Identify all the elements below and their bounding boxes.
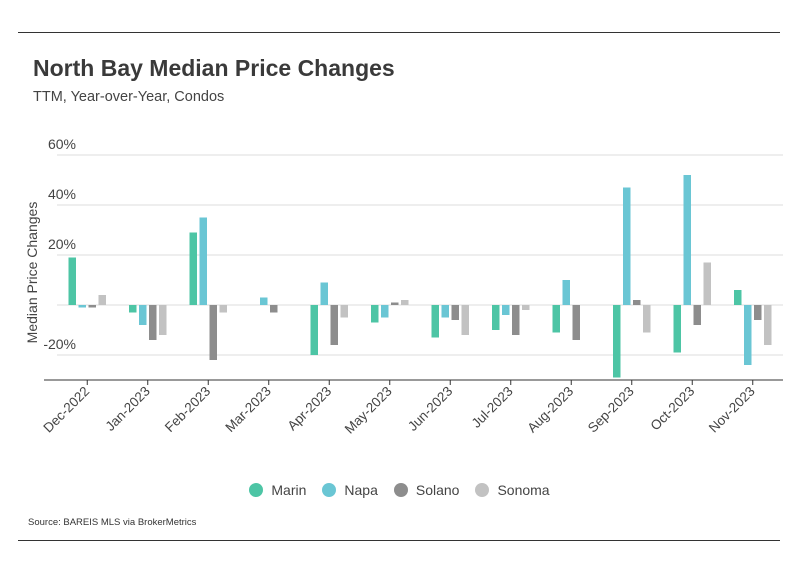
bar-marin (371, 305, 379, 323)
bar-solano (209, 305, 217, 360)
x-tick-label: Apr-2023 (284, 384, 334, 434)
bar-sonoma (98, 295, 106, 305)
bar-marin (552, 305, 560, 333)
y-tick-label: -20% (43, 336, 76, 352)
bar-solano (572, 305, 580, 340)
x-tick-label: Oct-2023 (647, 384, 697, 434)
legend-swatch (322, 483, 337, 497)
bar-napa (623, 187, 631, 305)
top-rule (18, 32, 780, 33)
bar-sonoma (703, 262, 711, 305)
bar-napa (683, 175, 691, 305)
bottom-rule (18, 540, 780, 541)
bar-marin (673, 305, 681, 353)
bar-napa (320, 282, 328, 305)
y-axis-title: Median Price Changes (24, 202, 40, 344)
bar-napa (502, 305, 510, 315)
x-tick-label: Jul-2023 (469, 384, 516, 431)
x-tick-label: May-2023 (342, 384, 395, 437)
bar-solano (693, 305, 701, 325)
bar-solano (270, 305, 278, 313)
bar-napa (260, 297, 268, 305)
x-tick-label: Dec-2022 (40, 384, 92, 436)
legend-swatch (393, 483, 408, 497)
legend-label: Napa (344, 482, 378, 498)
legend-item: Napa (322, 482, 378, 498)
bar-napa (381, 305, 389, 318)
bar-marin (613, 305, 621, 378)
bar-sonoma (764, 305, 772, 345)
legend-swatch (249, 483, 264, 497)
legend-item: Marin (249, 482, 306, 498)
bar-solano (330, 305, 338, 345)
bar-napa (78, 305, 86, 308)
bar-solano (391, 302, 399, 305)
bar-sonoma (522, 305, 530, 310)
x-tick-label: Jun-2023 (405, 384, 455, 434)
y-tick-label: 60% (48, 136, 76, 152)
bar-marin (492, 305, 500, 330)
legend-item: Solano (393, 482, 460, 498)
bar-napa (441, 305, 449, 318)
bar-solano (754, 305, 762, 320)
bar-solano (149, 305, 157, 340)
x-tick-label: Aug-2023 (524, 384, 576, 436)
bar-napa (139, 305, 147, 325)
x-tick-label: Feb-2023 (162, 384, 213, 435)
bar-marin (189, 232, 197, 305)
y-tick-label: 20% (48, 236, 76, 252)
chart-legend: Marin Napa Solano Sonoma (0, 482, 799, 498)
bar-marin (129, 305, 137, 313)
bar-sonoma (159, 305, 167, 335)
bar-napa (744, 305, 752, 365)
bar-marin (68, 257, 76, 305)
legend-label: Marin (271, 482, 307, 498)
x-tick-label: Sep-2023 (585, 384, 637, 436)
chart-title: North Bay Median Price Changes (33, 55, 395, 81)
bar-napa (562, 280, 570, 305)
bar-marin (431, 305, 439, 338)
bar-solano (512, 305, 520, 335)
bar-solano (451, 305, 459, 320)
legend-item: Sonoma (475, 482, 550, 498)
legend-label: Sonoma (497, 482, 550, 498)
bar-sonoma (643, 305, 651, 333)
bar-napa (199, 217, 207, 305)
bar-solano (88, 305, 96, 308)
x-tick-label: Mar-2023 (222, 384, 273, 435)
bar-sonoma (219, 305, 227, 313)
y-tick-label: 40% (48, 186, 76, 202)
x-tick-label: Nov-2023 (706, 384, 758, 436)
bar-marin (734, 290, 742, 305)
bar-marin (310, 305, 318, 355)
source-note: Source: BAREIS MLS via BrokerMetrics (28, 517, 197, 528)
bar-sonoma (401, 300, 409, 305)
legend-label: Solano (415, 482, 460, 498)
bar-solano (633, 300, 641, 305)
legend-swatch (475, 483, 490, 497)
bar-sonoma (461, 305, 469, 335)
x-tick-label: Jan-2023 (102, 384, 152, 434)
bar-sonoma (340, 305, 348, 318)
chart-subtitle: TTM, Year-over-Year, Condos (33, 89, 225, 105)
